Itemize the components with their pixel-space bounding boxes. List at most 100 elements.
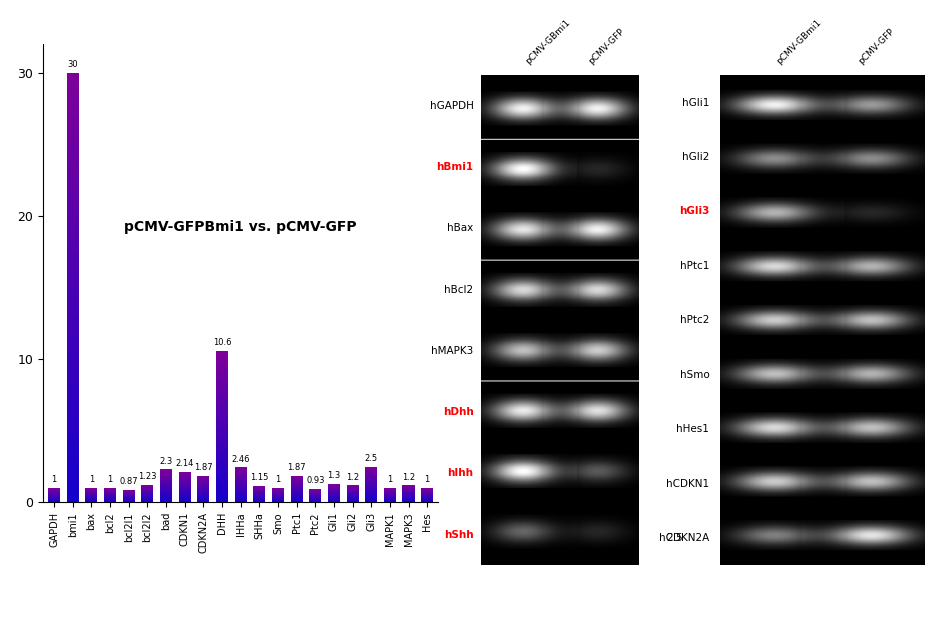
Text: pCMV-GFPBmi1 vs. pCMV-GFP: pCMV-GFPBmi1 vs. pCMV-GFP: [124, 220, 357, 234]
Text: hGli2: hGli2: [682, 152, 708, 162]
Text: 30: 30: [68, 60, 78, 69]
Text: 2.3: 2.3: [159, 457, 172, 466]
Bar: [67, 330, 79, 338]
Bar: [67, 309, 79, 316]
Bar: [67, 73, 79, 80]
Bar: [67, 80, 79, 87]
Bar: [216, 350, 228, 353]
Bar: [67, 481, 79, 488]
Bar: [216, 480, 228, 482]
Bar: [67, 208, 79, 216]
Bar: [216, 444, 228, 447]
Bar: [216, 406, 228, 409]
Bar: [216, 497, 228, 500]
Bar: [67, 409, 79, 416]
Bar: [216, 404, 228, 406]
Bar: [216, 401, 228, 404]
Bar: [67, 445, 79, 452]
Bar: [67, 387, 79, 395]
Bar: [216, 363, 228, 365]
Bar: [67, 159, 79, 166]
Bar: [67, 266, 79, 273]
Bar: [67, 109, 79, 116]
Text: 1: 1: [89, 475, 94, 484]
Bar: [216, 477, 228, 480]
Text: 1.87: 1.87: [194, 463, 212, 472]
Bar: [216, 421, 228, 424]
Text: pCMV-GBmi1: pCMV-GBmi1: [524, 18, 571, 65]
Bar: [67, 416, 79, 424]
Bar: [67, 144, 79, 151]
Bar: [216, 495, 228, 497]
Bar: [67, 216, 79, 223]
Bar: [67, 230, 79, 237]
Bar: [67, 474, 79, 481]
Bar: [216, 355, 228, 358]
Text: 1: 1: [51, 475, 56, 484]
Bar: [67, 316, 79, 323]
Bar: [67, 180, 79, 187]
Bar: [67, 374, 79, 381]
Bar: [216, 389, 228, 391]
Bar: [67, 137, 79, 144]
Bar: [67, 252, 79, 259]
Bar: [67, 288, 79, 295]
Text: 2.46: 2.46: [231, 455, 249, 463]
Bar: [216, 365, 228, 368]
Text: 2.14: 2.14: [175, 459, 193, 468]
Text: hBmi1: hBmi1: [436, 162, 473, 172]
Bar: [216, 447, 228, 449]
Bar: [216, 454, 228, 457]
Bar: [67, 495, 79, 502]
Bar: [216, 462, 228, 465]
Bar: [216, 371, 228, 373]
Bar: [216, 394, 228, 396]
Bar: [216, 441, 228, 444]
Bar: [216, 431, 228, 434]
Bar: [216, 490, 228, 492]
Bar: [67, 87, 79, 94]
Bar: [216, 439, 228, 441]
Bar: [216, 429, 228, 431]
Bar: [216, 492, 228, 495]
Bar: [216, 396, 228, 399]
Bar: [67, 438, 79, 445]
Bar: [67, 116, 79, 122]
Bar: [216, 475, 228, 477]
Text: 1: 1: [275, 475, 280, 484]
Text: 10.6: 10.6: [212, 338, 231, 347]
Text: hPtc1: hPtc1: [679, 261, 708, 271]
Bar: [67, 173, 79, 180]
Text: hDhh: hDhh: [442, 407, 473, 417]
Text: 0.87: 0.87: [119, 477, 138, 486]
Text: hCDKN2A: hCDKN2A: [659, 533, 708, 543]
Bar: [216, 434, 228, 436]
Bar: [67, 366, 79, 374]
Bar: [216, 399, 228, 401]
Text: 1: 1: [387, 475, 392, 484]
Bar: [67, 280, 79, 288]
Bar: [67, 94, 79, 101]
Text: 1: 1: [425, 475, 429, 484]
Bar: [216, 449, 228, 452]
Text: 1.23: 1.23: [138, 472, 156, 481]
Bar: [67, 352, 79, 359]
Text: hPtc2: hPtc2: [679, 315, 708, 325]
Bar: [216, 482, 228, 485]
Bar: [216, 470, 228, 472]
Bar: [67, 166, 79, 173]
Bar: [67, 237, 79, 244]
Bar: [67, 431, 79, 438]
Bar: [67, 187, 79, 195]
Bar: [67, 424, 79, 431]
Text: hShh: hShh: [444, 529, 473, 539]
Bar: [67, 402, 79, 409]
Bar: [67, 295, 79, 302]
Bar: [216, 373, 228, 376]
Text: 2.5: 2.5: [365, 454, 377, 463]
Text: 1.87: 1.87: [287, 463, 306, 472]
Bar: [67, 273, 79, 280]
Bar: [67, 244, 79, 252]
Bar: [216, 411, 228, 414]
Bar: [216, 457, 228, 459]
